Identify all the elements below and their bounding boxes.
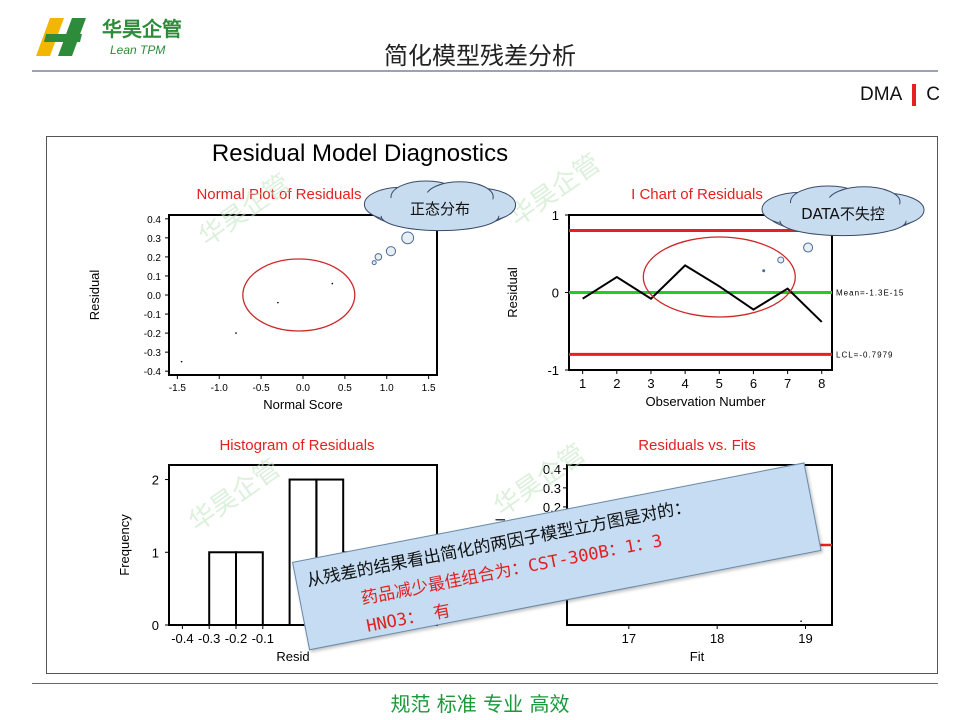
normal-ytick-label: 0.1 (147, 272, 161, 283)
phase-right: C (926, 84, 940, 105)
normal-ytick-label: -0.4 (144, 367, 162, 378)
hist-ytick-label: 2 (152, 473, 159, 488)
hist-xtick-label: -0.4 (171, 631, 193, 646)
callout-normal-distribution-fill (375, 192, 505, 226)
normal-ytick-label: 0.4 (147, 215, 161, 226)
callout-data-in-control-fill (774, 197, 912, 231)
ichart-xtick-label: 2 (613, 376, 620, 391)
ichart-lcl-label: LCL=-0.7979 (836, 350, 893, 359)
normal-xtick-label: 0.0 (296, 383, 310, 394)
fits-title: Residuals vs. Fits (638, 437, 756, 454)
ichart-series-line (582, 264, 823, 323)
ichart-xtick-label: 7 (784, 376, 791, 391)
callout-data-in-control-text: DATA不失控 (801, 205, 885, 223)
normal-xtick-label: -0.5 (253, 383, 271, 394)
fits-point (800, 620, 802, 622)
normal-xlabel: Normal Score (263, 397, 342, 412)
normal-point (331, 282, 334, 285)
hist-ytick-label: 1 (152, 545, 159, 560)
logo-text-cn: 华昊企管 (102, 17, 182, 41)
header-divider (32, 70, 938, 72)
ichart-point (777, 256, 785, 264)
hist-xtick-label: -0.1 (252, 631, 274, 646)
normal-point (401, 231, 415, 245)
ichart-ytick-label: 0 (552, 286, 559, 301)
hist-ytick-label: 0 (152, 618, 159, 633)
normal-point (235, 332, 237, 334)
normal-xtick-label: -1.5 (169, 383, 187, 394)
ichart-xtick-label: 6 (750, 376, 757, 391)
normal-xtick-label: 1.0 (380, 383, 394, 394)
normal-xtick-label: 0.5 (338, 383, 352, 394)
logo-text-en: Lean TPM (110, 43, 165, 57)
ichart-ylabel: Residual (505, 267, 520, 318)
ichart-xtick-label: 8 (818, 376, 825, 391)
normal-ytick-label: 0.2 (147, 253, 161, 264)
hist-bar (235, 551, 264, 627)
hist-xtick-label: -0.2 (225, 631, 247, 646)
normal-ytick-label: -0.2 (144, 329, 162, 340)
fits-ytick-label: 0.3 (543, 481, 561, 496)
ichart-ytick-label: 1 (552, 208, 559, 223)
hist-xtick-label: -0.3 (198, 631, 220, 646)
normal-ytick-label: 0.3 (147, 234, 161, 245)
watermark-text: 华昊企管 (194, 168, 296, 252)
normal-highlight-ellipse (242, 258, 356, 332)
callout-data-in-control: DATA不失控 (761, 185, 925, 237)
normal-xtick-label: 1.5 (422, 383, 436, 394)
normal-point (374, 253, 383, 261)
hist-bar (208, 551, 237, 627)
page-title: 简化模型残差分析 (384, 42, 576, 70)
normal-point (180, 360, 183, 363)
ichart-point (762, 269, 766, 273)
normal-ytick-label: -0.1 (144, 310, 162, 321)
hist-title: Histogram of Residuals (219, 437, 374, 454)
brand-logo: 华昊企管 Lean TPM (36, 17, 182, 57)
watermark-text: 华昊企管 (184, 453, 286, 537)
normal-point (385, 246, 397, 257)
ichart-point (803, 242, 814, 253)
ichart-xtick-label: 5 (716, 376, 723, 391)
footer-divider (32, 683, 938, 684)
fits-xtick-label: 18 (710, 631, 724, 646)
fits-xtick-label: 17 (622, 631, 636, 646)
ichart-xtick-label: 3 (647, 376, 654, 391)
phase-left: DMA (860, 84, 903, 105)
callout-normal-distribution-text: 正态分布 (410, 200, 470, 218)
normal-title: Normal Plot of Residuals (196, 186, 361, 203)
fits-xtick-label: 19 (798, 631, 812, 646)
phase-marker (912, 84, 917, 106)
ichart-xtick-label: 4 (682, 376, 689, 391)
ichart-mean-label: Mean=-1.3E-15 (836, 289, 904, 298)
normal-point (277, 301, 279, 304)
figure-title: Residual Model Diagnostics (212, 140, 508, 167)
ichart-xlabel: Observation Number (646, 394, 767, 409)
phase-indicator: DMA C (860, 84, 940, 106)
normal-ylabel: Residual (87, 270, 102, 321)
ichart-title: I Chart of Residuals (631, 186, 763, 203)
normal-ytick-label: 0.0 (147, 291, 161, 302)
fits-ytick-label: 0.4 (543, 462, 561, 477)
normal-xtick-label: -1.0 (211, 383, 229, 394)
ichart-xtick-label: 1 (579, 376, 586, 391)
fits-xlabel: Fit (690, 649, 705, 664)
hist-xlabel: Resid (276, 649, 309, 664)
normal-point (371, 260, 377, 266)
hist-ylabel: Frequency (117, 514, 132, 576)
callout-normal-distribution: 正态分布 (363, 180, 517, 232)
normal-ytick-label: -0.3 (144, 348, 162, 359)
residual-diagnostics-charts: Residual Model Diagnostics Normal Plot of… (87, 140, 925, 664)
ichart-ytick-label: -1 (547, 363, 559, 378)
ichart-highlight-ellipse (642, 236, 796, 318)
footer-slogan: 规范 标准 专业 高效 (390, 692, 570, 716)
